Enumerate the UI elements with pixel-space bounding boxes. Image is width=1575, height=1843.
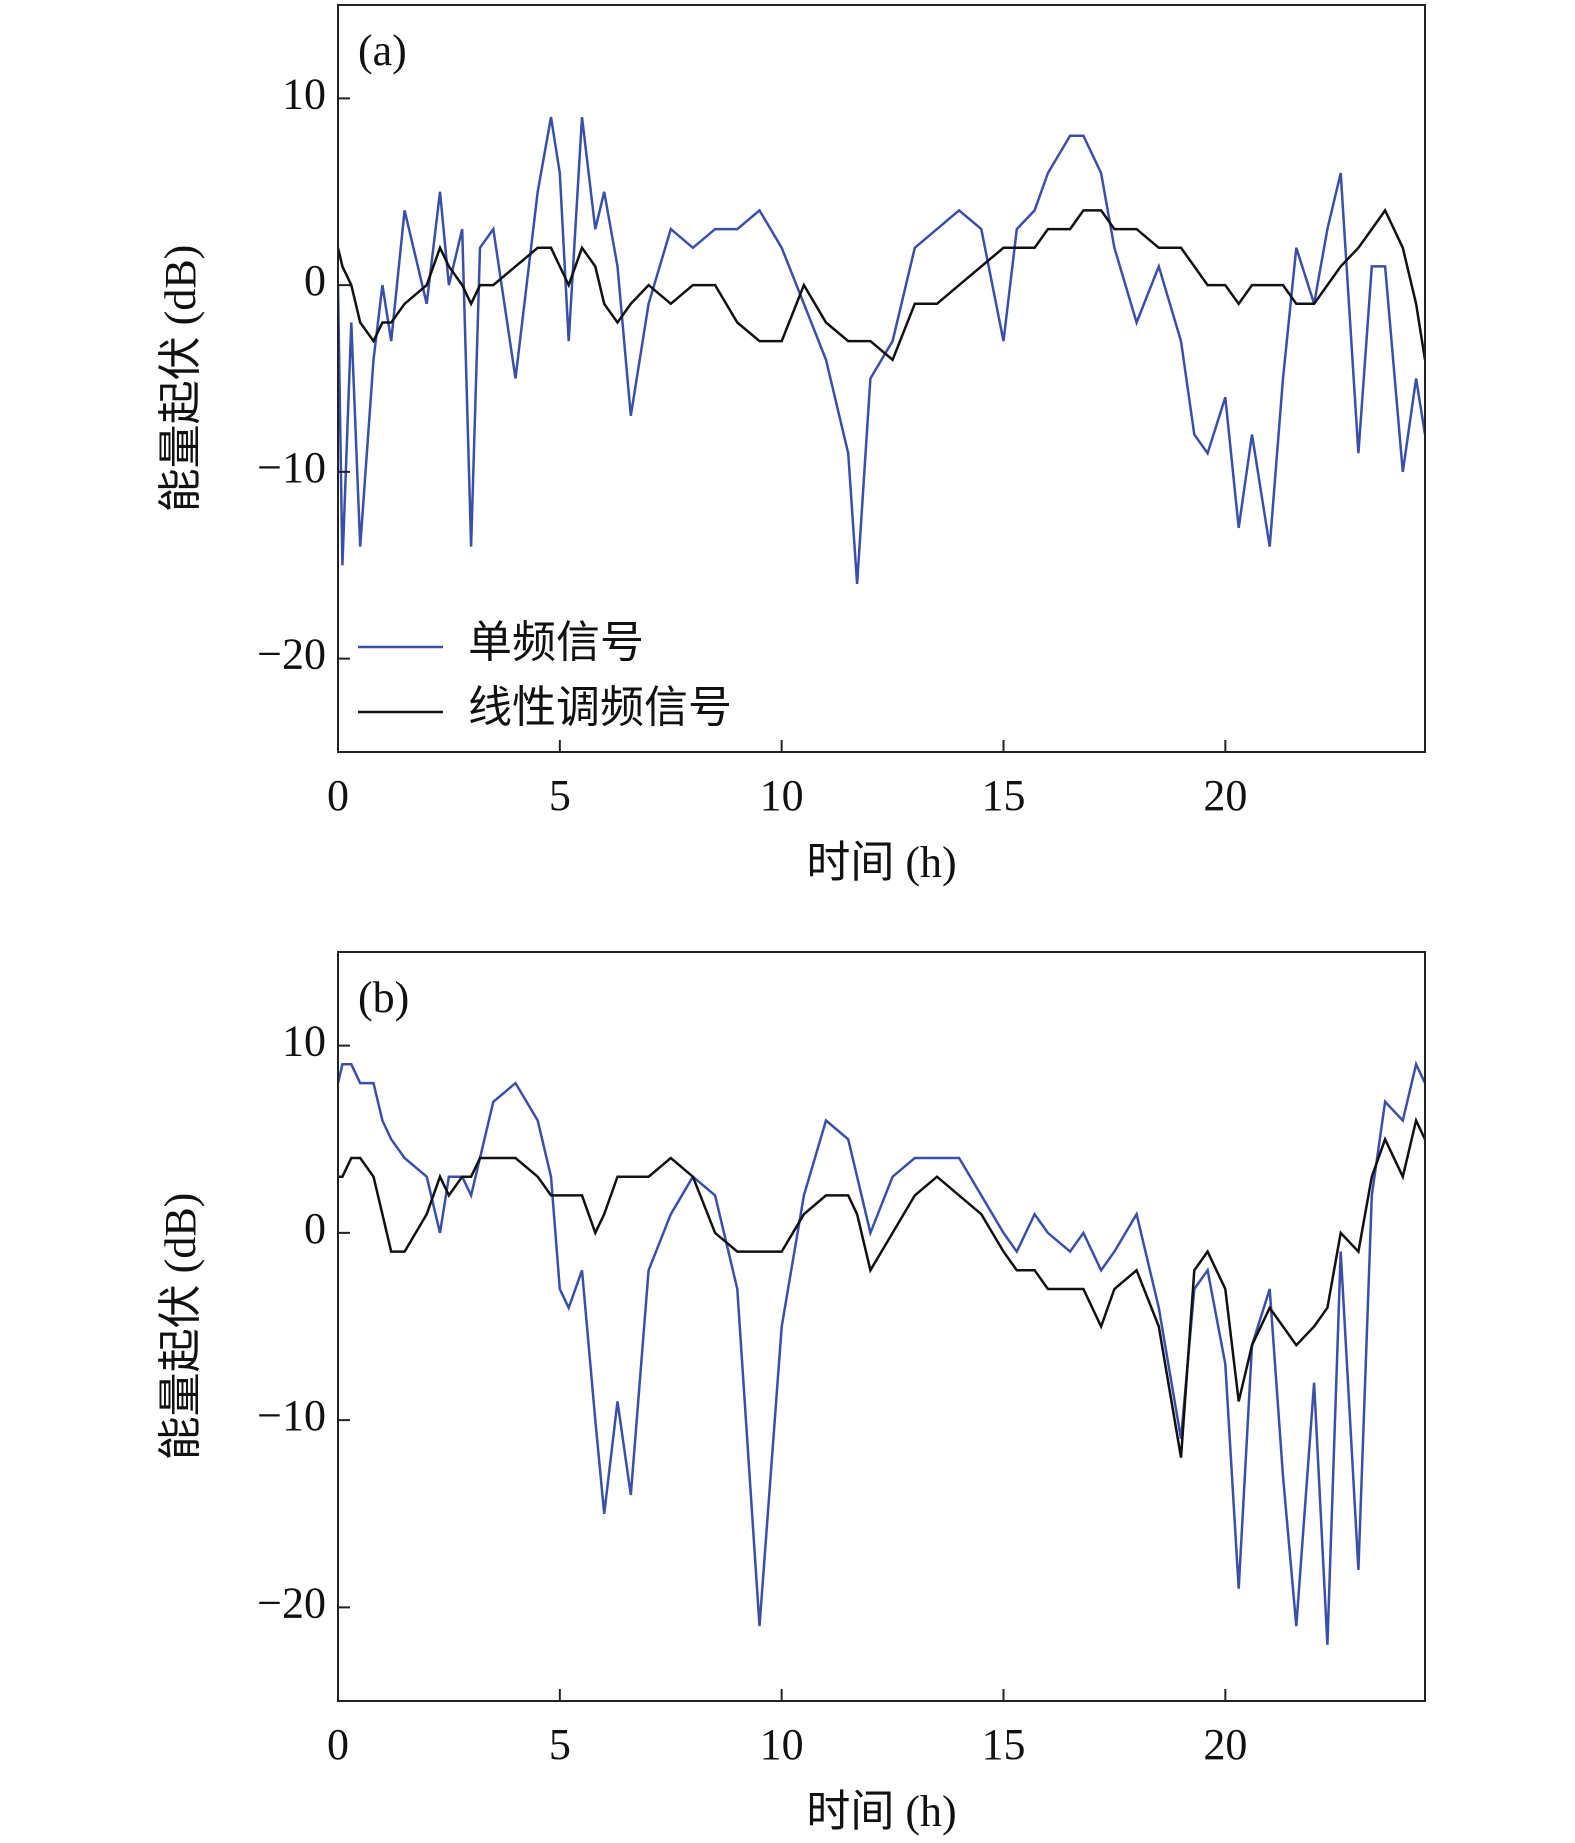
- legend-label: 单频信号: [468, 618, 644, 667]
- plot-frame: [337, 951, 1426, 1702]
- y-tick-label: −10: [257, 1391, 326, 1440]
- y-tick-label: −20: [257, 1578, 326, 1627]
- y-tick-label: 0: [304, 256, 326, 305]
- x-tick-label: 20: [1203, 771, 1247, 820]
- plot-frame: [337, 4, 1426, 753]
- data-line: [338, 116, 1425, 584]
- chart: 0 5 10 15 20 −20 −10 0 10 (b) 时间 (h) 能量起伏 (dB): [156, 951, 1426, 1836]
- data-line: [338, 1060, 1425, 1645]
- x-tick-label: 0: [327, 1720, 349, 1769]
- x-axis-label: 时间 (h): [806, 838, 956, 887]
- chart: 0 5 10 15 20 −20 −10 0 10 (a) 时间 (h) 能量起伏 (dB) 单频信号线…: [156, 4, 1426, 887]
- legend-label: 线性调频信号: [468, 683, 732, 732]
- x-tick-label: 5: [549, 1720, 571, 1769]
- x-tick-label: 10: [760, 1720, 804, 1769]
- x-axis-label: 时间 (h): [806, 1787, 956, 1836]
- y-tick-label: −10: [257, 443, 326, 492]
- y-tick-label: 10: [282, 1017, 326, 1066]
- x-tick-label: 20: [1203, 1720, 1247, 1769]
- y-tick-label: 0: [304, 1204, 326, 1253]
- x-tick-label: 10: [760, 771, 804, 820]
- y-tick-label: −20: [257, 630, 326, 679]
- x-tick-label: 0: [327, 771, 349, 820]
- panel-label: (b): [358, 973, 409, 1022]
- y-axis-label: 能量起伏 (dB): [156, 245, 205, 513]
- data-line: [338, 207, 1425, 362]
- x-tick-label: 15: [982, 1720, 1026, 1769]
- y-tick-label: 10: [282, 69, 326, 118]
- y-axis-label: 能量起伏 (dB): [156, 1193, 205, 1461]
- data-line: [338, 1116, 1425, 1458]
- x-tick-label: 5: [549, 771, 571, 820]
- x-tick-label: 15: [982, 771, 1026, 820]
- panel-label: (a): [358, 26, 407, 75]
